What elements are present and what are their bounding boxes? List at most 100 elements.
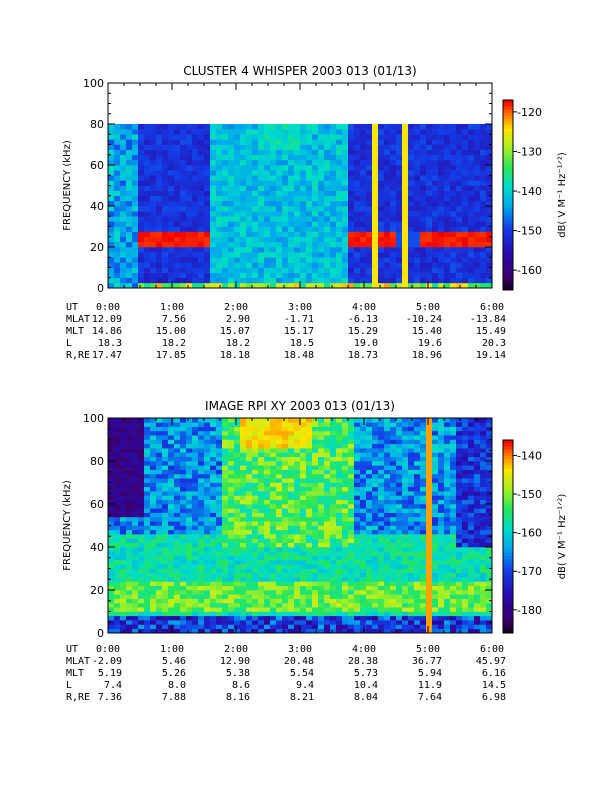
spectrogram-cell	[174, 568, 181, 574]
spectrogram-cell	[210, 185, 217, 191]
spectrogram-cell	[312, 628, 319, 634]
spectrogram-cell	[162, 448, 169, 453]
spectrogram-cell	[168, 521, 175, 526]
spectrogram-cell	[258, 159, 265, 166]
spectrogram-cell	[408, 521, 415, 526]
spectrogram-cell	[270, 486, 277, 492]
spectrogram-cell	[300, 508, 307, 513]
spectrogram-cell	[300, 559, 307, 565]
spectrogram-cell	[156, 538, 163, 543]
spectrogram-cell	[384, 611, 391, 617]
spectrogram-cell	[312, 581, 319, 586]
spectrogram-cell	[270, 547, 277, 552]
spectrogram-cell	[252, 624, 259, 629]
spectrogram-cell	[234, 185, 241, 191]
spectrogram-cell	[306, 551, 313, 556]
spectrogram-cell	[372, 504, 379, 509]
spectrogram-cell	[240, 149, 247, 156]
spectrogram-cell	[114, 602, 121, 608]
spectrogram-cell	[132, 190, 139, 197]
spectrogram-cell	[306, 542, 313, 548]
spectrogram-cell	[198, 521, 205, 526]
spectrogram-cell	[420, 521, 427, 526]
spectrogram-cell	[396, 581, 403, 586]
spectrogram-cell	[402, 165, 409, 171]
spectrogram-cell	[270, 461, 277, 466]
spectrogram-cell	[252, 551, 259, 556]
spectrogram-cell	[402, 200, 409, 207]
spectrogram-cell	[300, 512, 307, 518]
spectrogram-cell	[318, 547, 325, 552]
spectrogram-cell	[132, 124, 139, 130]
spectrogram-cell	[264, 216, 271, 222]
spectrogram-cell	[210, 277, 217, 284]
spectrogram-cell	[156, 430, 163, 436]
spectrogram-cell	[432, 231, 439, 238]
spectrogram-cell	[306, 581, 313, 586]
spectrogram-cell	[480, 124, 487, 130]
spectrogram-cell	[366, 564, 373, 569]
spectrogram-cell	[162, 452, 169, 457]
spectrogram-cell	[168, 568, 175, 574]
spectrogram-cell	[186, 134, 193, 140]
spectrogram-cell	[180, 538, 187, 543]
spectrogram-cell	[126, 282, 133, 289]
colorbar-swatch	[503, 185, 513, 190]
spectrogram-cell	[180, 534, 187, 539]
spectrogram-cell	[162, 572, 169, 578]
spectrogram-cell	[120, 499, 127, 505]
spectrogram-cell	[138, 620, 145, 625]
spectrogram-cell	[408, 551, 415, 556]
spectrogram-cell	[468, 139, 475, 145]
spectrogram-cell	[204, 418, 211, 423]
spectrogram-cell	[246, 465, 253, 470]
spectrogram-cell	[210, 124, 217, 130]
spectrogram-cell	[414, 443, 421, 449]
spectrogram-cell	[426, 559, 433, 565]
spectrogram-cell	[318, 482, 325, 488]
spectrogram-cell	[426, 499, 433, 505]
spectrogram-cell	[270, 581, 277, 586]
spectrogram-cell	[234, 267, 241, 273]
spectrogram-cell	[210, 585, 217, 591]
spectrogram-cell	[240, 180, 247, 186]
spectrogram-cell	[288, 624, 295, 629]
spectrogram-cell	[324, 443, 331, 449]
spectrogram-cell	[480, 149, 487, 156]
spectrogram-cell	[234, 456, 241, 462]
spectrogram-cell	[354, 144, 361, 150]
spectrogram-cell	[300, 129, 307, 135]
spectrogram-cell	[162, 486, 169, 492]
spectrogram-cell	[408, 495, 415, 500]
spectrogram-cell	[294, 452, 301, 457]
spectrogram-cell	[138, 538, 145, 543]
spectrogram-cell	[150, 430, 157, 436]
spectrogram-cell	[210, 195, 217, 202]
spectrogram-cell	[258, 430, 265, 436]
spectrogram-cell	[342, 252, 349, 258]
spectrogram-cell	[162, 211, 169, 217]
spectrogram-cell	[174, 607, 181, 612]
spectrogram-cell	[162, 180, 169, 186]
spectrogram-cell	[114, 124, 121, 130]
spectrogram-cell	[408, 252, 415, 258]
spectrogram-cell	[162, 144, 169, 150]
spectrogram-cell	[468, 272, 475, 279]
spectrogram-cell	[426, 491, 433, 496]
spectrogram-cell	[258, 534, 265, 539]
spectrogram-cell	[246, 221, 253, 227]
spectrogram-cell	[372, 551, 379, 556]
spectrogram-cell	[108, 521, 115, 526]
spectrogram-cell	[162, 257, 169, 263]
spectrogram-cell	[246, 473, 253, 479]
spectrogram-cell	[468, 241, 475, 248]
spectrogram-cell	[234, 572, 241, 578]
spectrogram-cell	[414, 252, 421, 258]
spectrogram-cell	[414, 478, 421, 483]
spectrogram-cell	[126, 426, 133, 432]
spectrogram-cell	[204, 611, 211, 617]
spectrogram-cell	[324, 585, 331, 591]
spectrogram-cell	[126, 175, 133, 181]
spectrogram-cell	[252, 139, 259, 145]
spectrogram-cell	[162, 435, 169, 440]
